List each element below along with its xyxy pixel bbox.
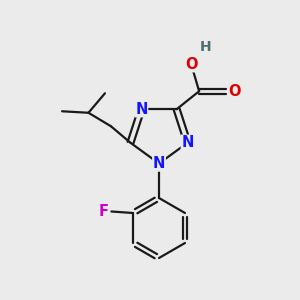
Text: N: N <box>153 156 165 171</box>
Text: N: N <box>181 135 194 150</box>
Text: N: N <box>135 102 148 117</box>
Text: O: O <box>185 57 198 72</box>
Text: F: F <box>99 204 109 219</box>
Text: O: O <box>228 84 241 99</box>
Text: H: H <box>199 40 211 54</box>
